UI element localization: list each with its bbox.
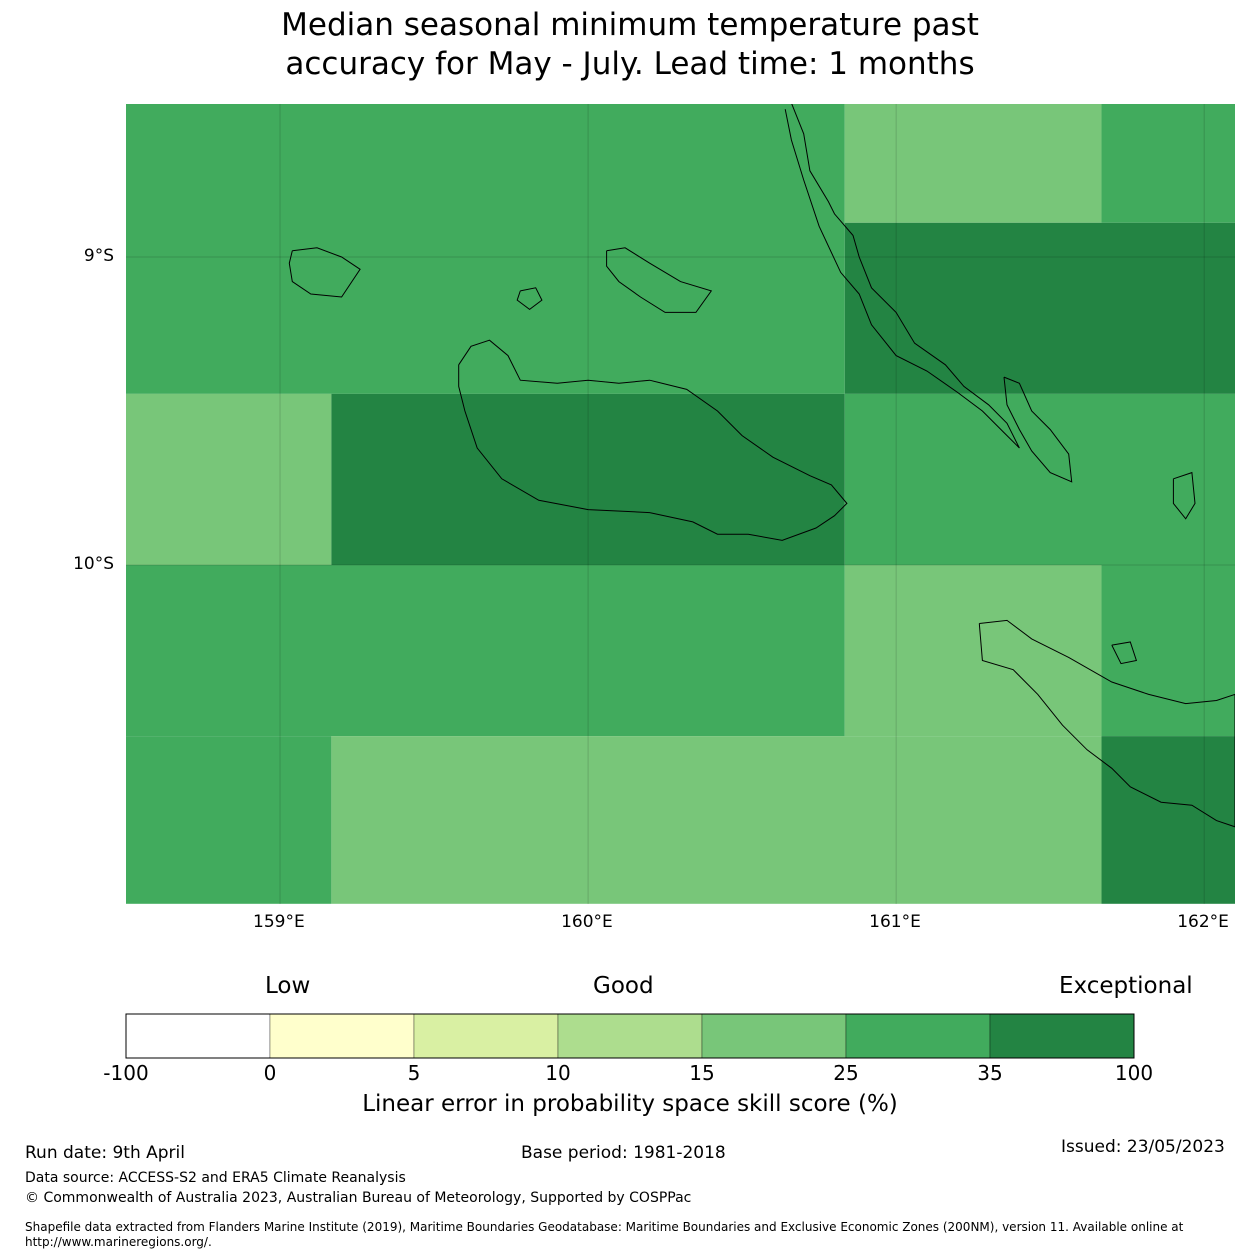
skill-cell-8 [126,565,845,737]
skill-cell-13 [1101,736,1235,904]
colorbar-swatch-3 [413,1013,559,1059]
longitude-tick-label: 160°E [561,912,613,932]
colorbar [125,1013,1135,1059]
colorbar-boundary-label: 10 [545,1061,571,1085]
coastline-malaita [784,104,1020,449]
graticule-layer [126,104,1235,904]
skill-cell-7 [844,393,1235,565]
colorbar-boundary-label: -100 [103,1061,149,1085]
run-date: Run date: 9th April [25,1143,185,1163]
coastline-ulawa-area [1172,471,1196,520]
skill-cells-layer [126,104,1235,904]
coastline-layer [288,104,1235,828]
map-title-line-2: accuracy for May - July. Lead time: 1 mo… [285,46,975,82]
category-label-good: Good [593,973,654,999]
skill-cell-3 [1101,104,1235,223]
colorbar-boundary-label: 25 [833,1061,859,1085]
skill-cell-9 [844,565,1102,737]
skill-cell-5 [126,393,332,565]
colorbar-swatch-1 [125,1013,271,1059]
shapefile-credit-line-1: Shapefile data extracted from Flanders M… [25,1220,1184,1234]
colorbar-swatch-2 [269,1013,415,1059]
coastline-florida-islands [606,247,713,313]
colorbar-boundary-label: 0 [263,1061,277,1085]
latitude-tick-label: 10°S [73,554,114,574]
skill-cell-11 [126,736,332,904]
category-label-exceptional: Exceptional [1059,973,1193,999]
skill-cell-1 [126,104,845,394]
colorbar-swatch-4 [557,1013,703,1059]
colorbar-boundary-label: 15 [689,1061,715,1085]
coastline-guadalcanal [458,339,848,541]
coastline-russell-islands [288,247,361,298]
data-source: Data source: ACCESS-S2 and ERA5 Climate … [25,1170,406,1186]
longitude-tick-label: 159°E [253,912,305,932]
coastline-savo [516,287,543,311]
skill-cell-10 [1101,565,1235,737]
map-title: Median seasonal minimum temperature past… [0,6,1260,84]
colorbar-boundary-label: 5 [407,1061,421,1085]
issued-date: Issued: 23/05/2023 [1061,1137,1225,1157]
coastline-three-sisters [1111,641,1138,665]
skill-cell-12 [331,736,1102,904]
base-period: Base period: 1981-2018 [521,1143,726,1163]
colorbar-swatch-6 [845,1013,991,1059]
category-label-low: Low [265,973,311,999]
colorbar-swatch-5 [701,1013,847,1059]
latitude-tick-label: 9°S [83,246,114,266]
longitude-tick-label: 162°E [1177,912,1229,932]
shapefile-credit-line-2: http://www.marineregions.org/. [25,1235,212,1249]
longitude-tick-label: 161°E [869,912,921,932]
colorbar-frame [125,1013,1135,1059]
colorbar-boundary-label: 35 [977,1061,1003,1085]
skill-cell-4 [844,222,1235,394]
skill-cell-2 [844,104,1102,223]
colorbar-boundary-label: 100 [1114,1061,1154,1085]
coastline-makira [978,619,1235,828]
map-title-line-1: Median seasonal minimum temperature past [281,7,979,43]
colorbar-swatch-7 [989,1013,1135,1059]
coastline-south-malaita [1003,376,1073,483]
colorbar-title: Linear error in probability space skill … [362,1091,898,1117]
copyright-notice: © Commonwealth of Australia 2023, Austra… [25,1190,692,1206]
